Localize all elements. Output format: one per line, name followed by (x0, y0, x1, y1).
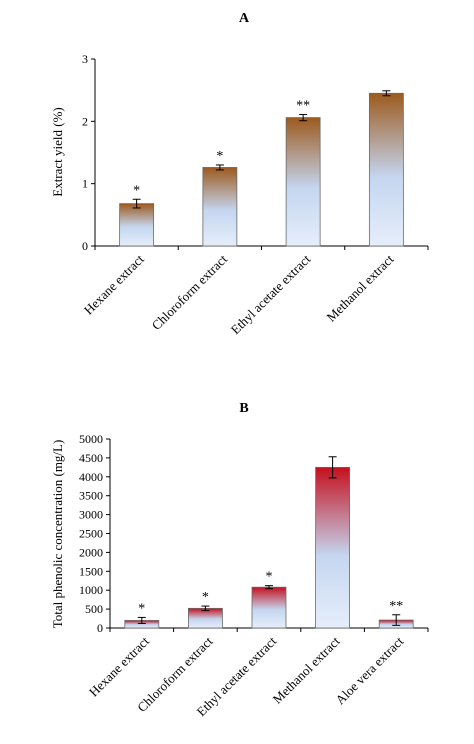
significance-marker: ** (296, 98, 310, 113)
significance-marker: ** (389, 599, 403, 614)
bar (119, 203, 155, 247)
bar (251, 586, 287, 629)
significance-marker: * (202, 590, 209, 605)
y-tick-label: 0 (97, 621, 103, 635)
y-tick-label: 0 (82, 239, 88, 253)
bar (202, 167, 238, 247)
significance-marker: * (133, 183, 140, 198)
panel-b-y-axis-label: Total phenolic concentration (mg/L) (50, 440, 65, 629)
significance-marker: * (138, 601, 145, 616)
y-tick-label: 500 (85, 602, 103, 616)
panel-b-axes: 0 500 1000 1500 2000 2500 3000 3500 4000 4500 5000 (79, 432, 429, 635)
x-category-label: Ethyl acetate extract (228, 251, 314, 337)
bar (368, 92, 404, 247)
x-category-label: Hexane extract (86, 633, 152, 699)
y-tick-label: 1500 (79, 564, 103, 578)
significance-marker: * (216, 149, 223, 164)
y-tick-label: 1000 (79, 583, 103, 597)
y-tick-label: 2000 (79, 545, 103, 559)
y-tick-label: 4000 (79, 470, 103, 484)
y-tick-label: 1 (82, 177, 88, 191)
y-tick-label: 4500 (79, 451, 103, 465)
panel-a-label: A (239, 11, 250, 26)
y-tick-label: 5000 (79, 432, 103, 446)
chart-panel-b: B Total phenolic concentration (mg/L) 0 5… (50, 401, 429, 719)
x-category-label: Methanol extract (323, 251, 396, 324)
chart-panel-a: A Extract yield (%) 0 1 2 3 * Hexane extract… (50, 11, 429, 337)
y-tick-label: 2500 (79, 527, 103, 541)
bar (285, 117, 321, 247)
bar (187, 607, 223, 629)
x-category-label: Hexane extract (81, 251, 147, 317)
bar (315, 466, 351, 629)
y-tick-label: 3000 (79, 508, 103, 522)
x-category-label: Chloroform extract (149, 251, 231, 333)
x-category-label: Aloe vera extract (332, 633, 406, 707)
panel-a-bars: * Hexane extract * Chloroform extract ** Ethy… (81, 90, 404, 337)
y-tick-label: 2 (82, 114, 88, 128)
y-tick-label: 3 (82, 52, 88, 66)
panel-b-bars: *Hexane extract*Chloroform extract*Ethyl… (86, 456, 414, 719)
panel-a-y-axis-label: Extract yield (%) (50, 107, 65, 197)
y-tick-label: 3500 (79, 489, 103, 503)
significance-marker: * (266, 570, 273, 585)
x-category-label: Methanol extract (270, 633, 343, 706)
panel-b-label: B (239, 401, 248, 416)
